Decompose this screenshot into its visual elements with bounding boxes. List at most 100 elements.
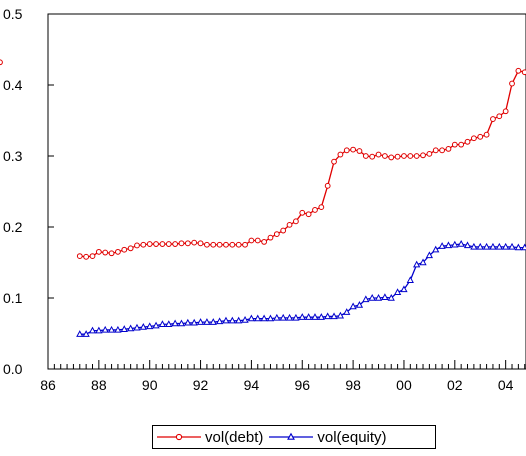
data-point — [489, 242, 497, 250]
data-point — [381, 293, 389, 300]
data-point — [172, 241, 179, 247]
data-point — [393, 288, 402, 296]
data-point — [299, 209, 306, 216]
data-point — [254, 314, 262, 322]
data-point — [521, 69, 526, 76]
data-point — [445, 146, 452, 152]
data-point — [502, 108, 509, 115]
data-point — [426, 150, 433, 157]
data-point — [286, 221, 293, 228]
data-point — [362, 295, 370, 303]
data-point — [223, 241, 229, 248]
data-point — [318, 204, 325, 211]
data-point — [95, 326, 103, 334]
series-line — [79, 243, 525, 335]
data-point — [153, 241, 159, 247]
data-point — [458, 141, 465, 148]
data-point — [266, 314, 275, 322]
data-point — [222, 316, 230, 324]
data-point — [515, 67, 522, 74]
data-point — [514, 243, 523, 251]
data-point — [248, 237, 255, 244]
data-point — [133, 323, 141, 331]
data-point — [330, 312, 338, 320]
data-point — [496, 113, 503, 120]
x-axis: 86 88 90 92 94 96 98 00 02 04 — [40, 360, 526, 393]
data-point — [413, 260, 421, 268]
data-point — [165, 320, 173, 327]
legend: vol(debt) vol(equity) — [152, 425, 436, 449]
data-point — [114, 325, 122, 333]
data-point — [134, 242, 140, 249]
data-point — [439, 147, 445, 154]
data-point — [305, 211, 312, 218]
data-point — [235, 316, 243, 324]
data-point — [177, 319, 186, 327]
data-point — [285, 313, 294, 321]
data-point — [292, 218, 299, 225]
data-point — [260, 314, 268, 322]
data-point — [215, 317, 224, 325]
data-point — [280, 227, 287, 234]
data-point — [121, 246, 128, 253]
data-point — [229, 241, 236, 248]
data-point — [508, 242, 516, 250]
data-point — [242, 241, 248, 248]
data-point — [228, 316, 236, 324]
data-point — [420, 152, 426, 159]
data-point — [463, 241, 472, 249]
data-point — [368, 293, 376, 301]
data-point — [76, 253, 83, 260]
data-point — [502, 242, 510, 250]
data-point — [152, 321, 160, 329]
data-point — [362, 153, 369, 159]
data-point — [336, 311, 345, 319]
x-tick-label: 96 — [294, 377, 310, 393]
data-point — [490, 116, 496, 122]
data-point — [178, 240, 185, 247]
data-point — [108, 250, 115, 257]
data-point — [438, 242, 446, 249]
data-point — [375, 151, 382, 158]
data-point — [413, 153, 420, 159]
data-point — [247, 314, 256, 322]
data-point — [254, 237, 261, 244]
data-point — [374, 293, 383, 301]
data-point — [401, 153, 407, 159]
x-tick-label: 94 — [244, 377, 260, 393]
series-line — [79, 70, 525, 258]
data-point — [140, 241, 147, 248]
data-point — [349, 302, 357, 310]
data-point — [388, 154, 395, 161]
data-point — [279, 313, 287, 321]
data-point — [196, 318, 205, 325]
data-point — [165, 241, 172, 247]
data-point — [197, 240, 204, 247]
data-point — [477, 133, 484, 140]
y-tick-label: 0.5 — [3, 6, 23, 22]
data-point — [394, 153, 401, 160]
data-point — [350, 146, 357, 153]
data-point — [470, 135, 477, 142]
y-axis: 0.0 0.1 0.2 0.3 0.4 0.5 — [3, 6, 54, 377]
data-point — [369, 153, 376, 160]
x-tick-label: 86 — [40, 377, 56, 393]
data-point — [89, 253, 96, 260]
data-point — [159, 241, 166, 247]
legend-item-equity: vol(equity) — [269, 429, 387, 446]
plot-frame — [47, 13, 526, 370]
data-point — [101, 325, 109, 333]
data-point — [355, 301, 364, 308]
data-point — [400, 285, 408, 293]
data-point — [139, 323, 147, 330]
data-point — [451, 240, 459, 248]
data-point — [317, 313, 325, 320]
data-point — [406, 276, 414, 283]
data-point — [115, 248, 121, 255]
data-point — [343, 147, 350, 154]
x-tick-label: 04 — [498, 377, 514, 393]
data-point — [312, 207, 318, 213]
data-point — [425, 251, 434, 259]
y-tick-label: 0.4 — [3, 77, 23, 93]
